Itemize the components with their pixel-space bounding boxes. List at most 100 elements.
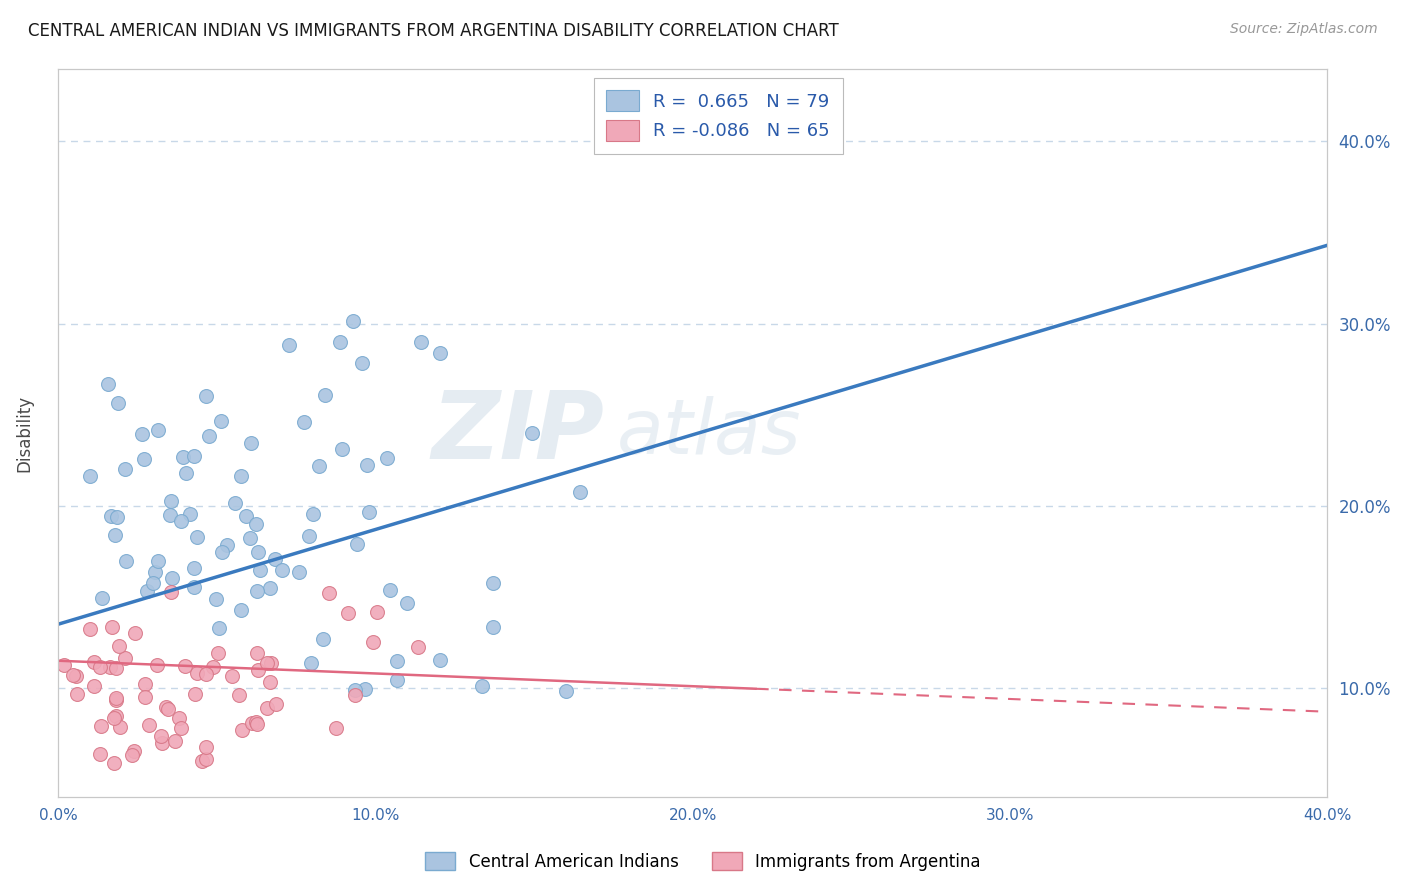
Point: [217, 538, 239, 552]
Point: [263, 552, 285, 566]
Point: [53, 657, 76, 672]
Point: [89, 660, 111, 674]
Point: [209, 413, 232, 427]
Point: [186, 530, 208, 544]
Point: [302, 507, 325, 521]
Point: [246, 545, 269, 559]
Point: [114, 651, 136, 665]
Point: [100, 659, 122, 673]
Point: [179, 507, 201, 521]
Point: [231, 723, 253, 737]
Point: [186, 666, 208, 681]
Point: [344, 688, 367, 702]
Point: [231, 469, 253, 483]
Point: [228, 689, 250, 703]
Point: [170, 514, 193, 528]
Point: [142, 575, 165, 590]
Point: [169, 711, 191, 725]
Point: [138, 718, 160, 732]
Point: [79, 469, 101, 483]
Point: [108, 639, 131, 653]
Point: [83, 655, 105, 669]
Point: [65, 687, 87, 701]
Text: Source: ZipAtlas.com: Source: ZipAtlas.com: [1230, 22, 1378, 37]
Point: [104, 690, 127, 705]
Point: [169, 721, 191, 735]
Point: [429, 346, 451, 360]
Point: [471, 679, 494, 693]
Point: [174, 659, 197, 673]
Point: [198, 429, 221, 443]
Point: [65, 669, 87, 683]
Point: [249, 563, 271, 577]
Point: [429, 652, 451, 666]
Point: [163, 733, 186, 747]
Point: [298, 529, 321, 543]
Point: [208, 621, 231, 635]
Point: [240, 715, 263, 730]
Point: [353, 681, 375, 696]
Point: [356, 458, 378, 472]
Point: [481, 620, 503, 634]
Point: [174, 467, 197, 481]
Point: [121, 747, 143, 762]
Point: [97, 376, 120, 391]
Point: [342, 314, 364, 328]
Point: [89, 747, 111, 761]
Point: [162, 571, 184, 585]
Point: [104, 660, 127, 674]
Point: [146, 658, 169, 673]
Point: [235, 509, 257, 524]
Point: [247, 663, 270, 677]
Point: [246, 584, 269, 599]
Point: [292, 415, 315, 429]
Point: [194, 389, 217, 403]
Point: [256, 700, 278, 714]
Legend: Central American Indians, Immigrants from Argentina: Central American Indians, Immigrants fro…: [418, 844, 988, 880]
Point: [124, 625, 146, 640]
Point: [211, 545, 233, 559]
Point: [239, 531, 262, 545]
Point: [311, 632, 333, 646]
Point: [346, 537, 368, 551]
Point: [103, 711, 125, 725]
Point: [314, 387, 336, 401]
Point: [194, 740, 217, 755]
Point: [202, 660, 225, 674]
Point: [329, 334, 352, 349]
Point: [385, 673, 408, 687]
Point: [131, 427, 153, 442]
Point: [100, 508, 122, 523]
Point: [231, 603, 253, 617]
Point: [259, 582, 281, 596]
Point: [150, 736, 173, 750]
Point: [156, 702, 179, 716]
Point: [183, 580, 205, 594]
Point: [245, 516, 267, 531]
Point: [150, 729, 173, 743]
Point: [194, 666, 217, 681]
Point: [155, 699, 177, 714]
Point: [318, 586, 340, 600]
Text: atlas: atlas: [617, 396, 801, 470]
Point: [103, 527, 125, 541]
Point: [357, 505, 380, 519]
Point: [256, 657, 278, 671]
Point: [330, 442, 353, 456]
Point: [191, 754, 214, 768]
Point: [90, 591, 112, 605]
Point: [184, 687, 207, 701]
Point: [134, 677, 156, 691]
Point: [245, 715, 267, 730]
Point: [411, 334, 433, 349]
Point: [246, 646, 269, 660]
Point: [361, 635, 384, 649]
Point: [146, 553, 169, 567]
Point: [240, 435, 263, 450]
Point: [299, 657, 322, 671]
Text: CENTRAL AMERICAN INDIAN VS IMMIGRANTS FROM ARGENTINA DISABILITY CORRELATION CHAR: CENTRAL AMERICAN INDIAN VS IMMIGRANTS FR…: [28, 22, 839, 40]
Point: [148, 423, 170, 437]
Point: [103, 756, 125, 771]
Point: [380, 582, 402, 597]
Point: [124, 744, 146, 758]
